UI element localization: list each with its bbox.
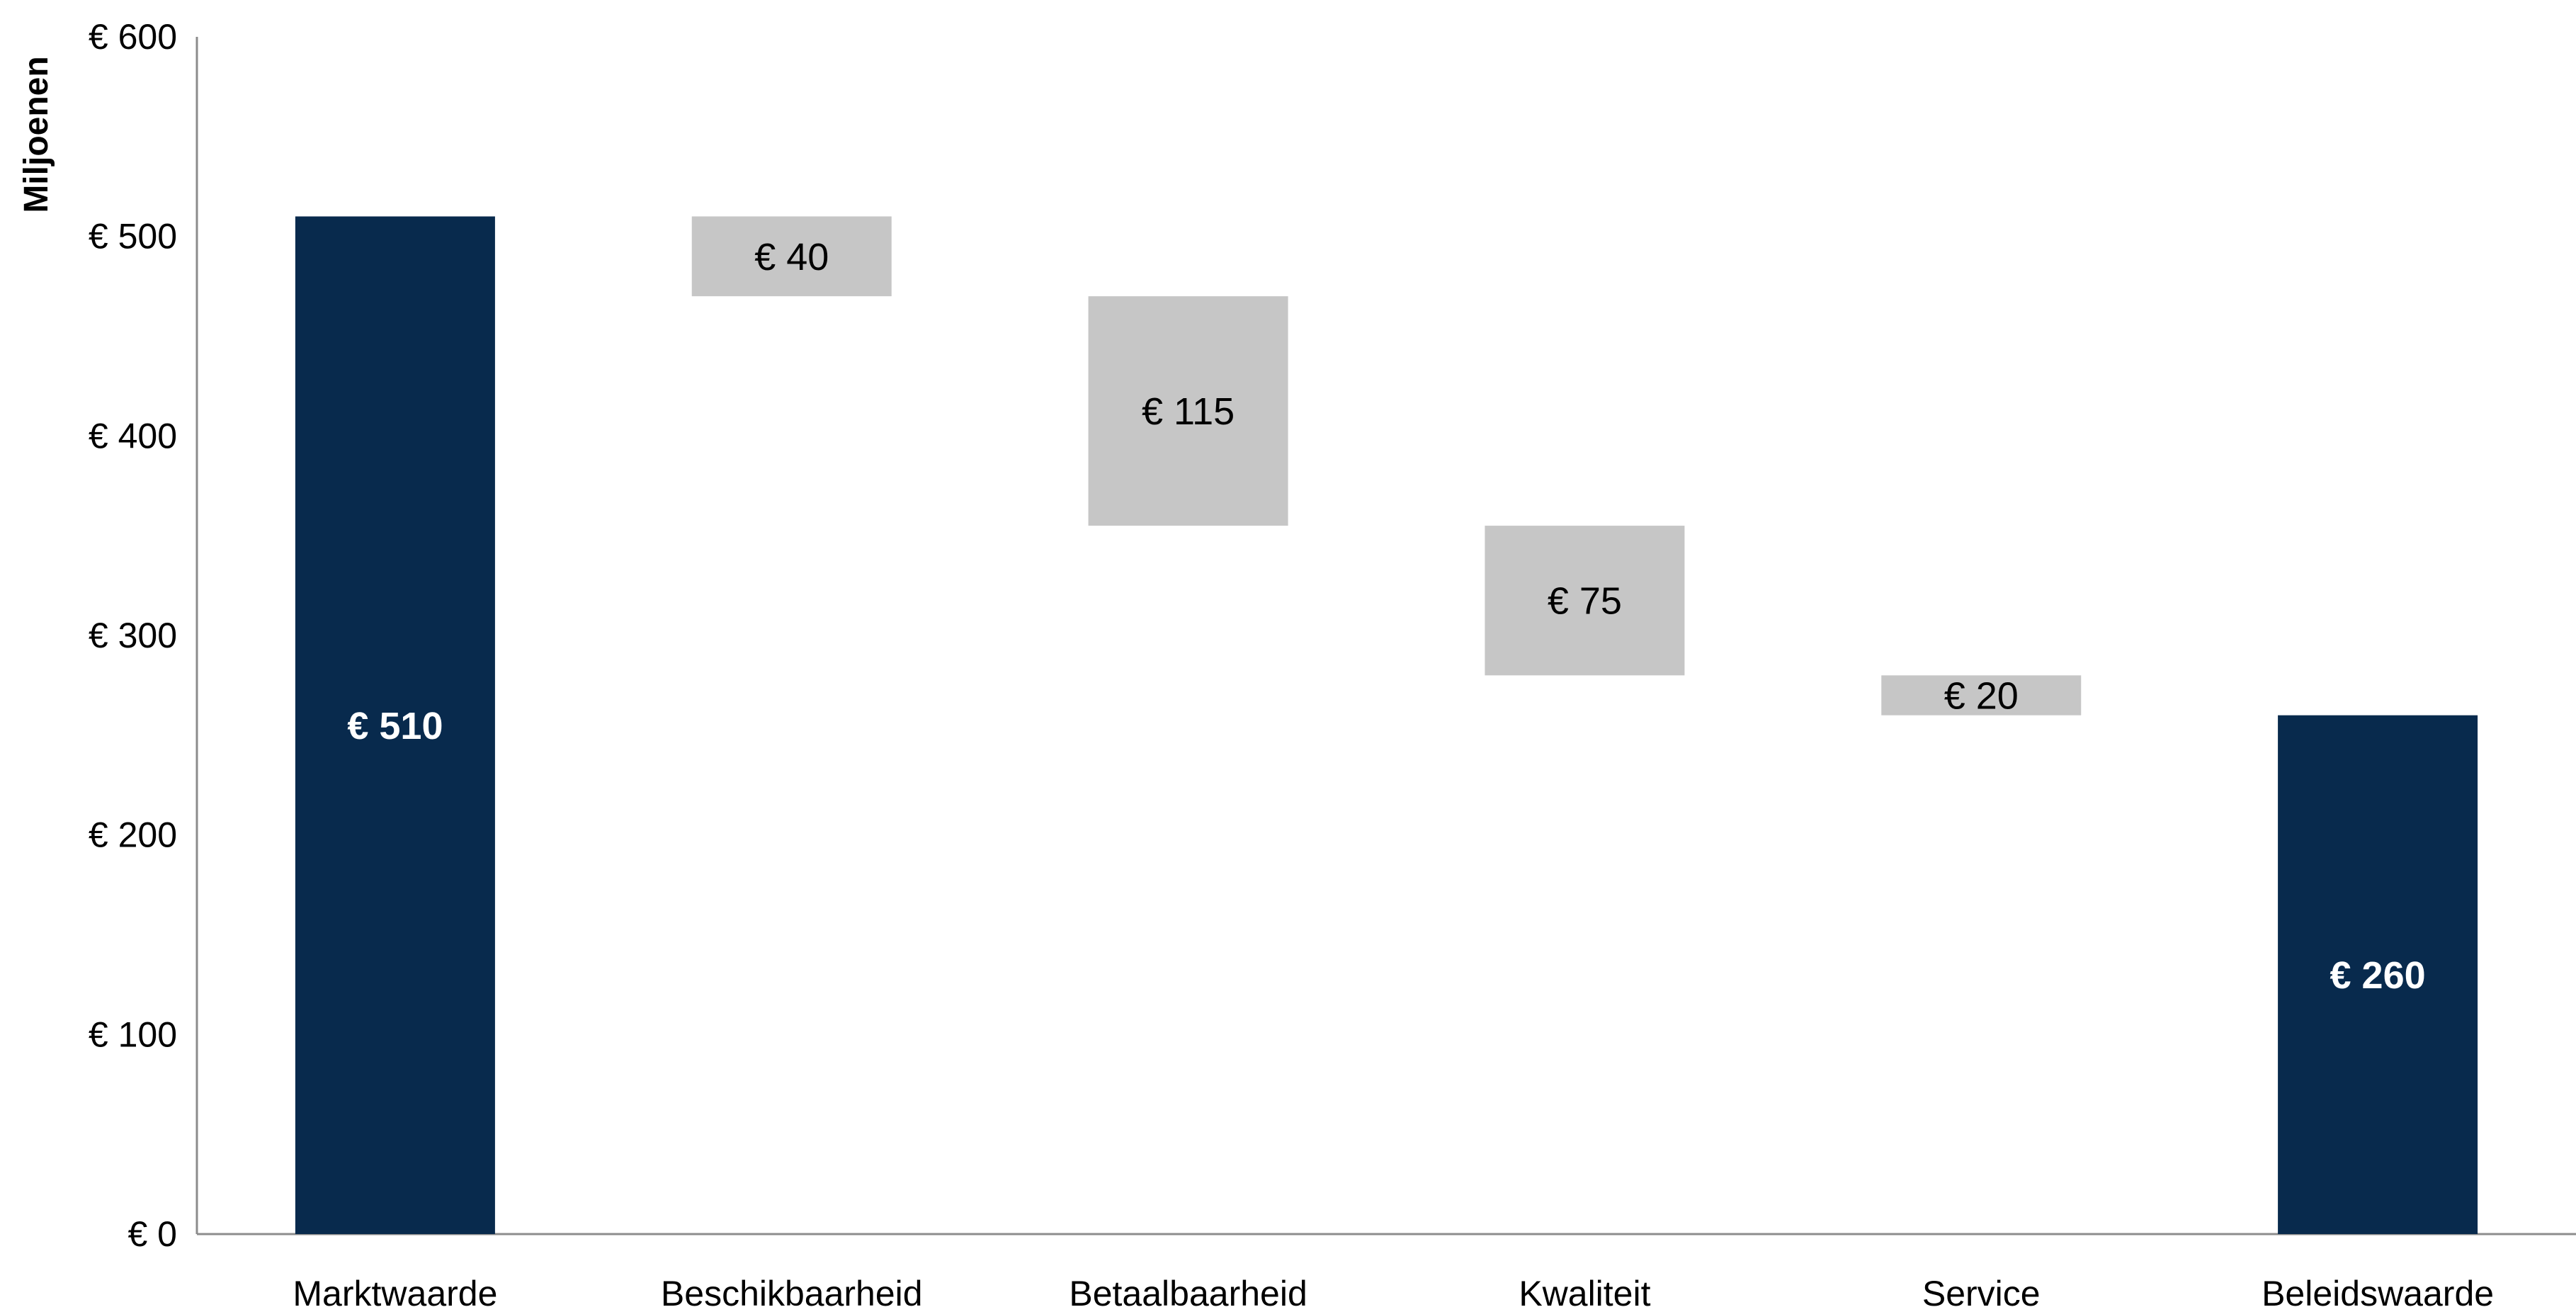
data-label: € 20 <box>1944 675 2019 718</box>
bar-service <box>1881 675 2082 716</box>
bars <box>295 216 2478 1234</box>
x-axis: Marktwaarde Beschikbaarheid Betaalbaarheid… <box>197 1233 2576 1312</box>
bar-kwaliteit <box>1485 526 1685 676</box>
y-tick-label: € 100 <box>89 1014 177 1054</box>
x-tick-label: Beleidswaarde <box>2262 1274 2494 1312</box>
data-label: € 75 <box>1548 580 1622 623</box>
y-axis: € 0 € 100 € 200 € 300 € 400 € 500 € 600 <box>89 17 198 1254</box>
data-label: € 40 <box>754 236 829 278</box>
x-tick-label: Kwaliteit <box>1519 1274 1650 1312</box>
x-tick-label: Marktwaarde <box>293 1274 497 1312</box>
y-tick-label: € 400 <box>89 416 177 456</box>
data-label: € 115 <box>1142 390 1235 433</box>
data-label: € 260 <box>2330 954 2426 997</box>
x-tick-label: Betaalbaarheid <box>1069 1274 1307 1312</box>
y-tick-label: € 300 <box>89 616 177 655</box>
y-tick-label: € 0 <box>127 1214 177 1254</box>
x-tick-label: Beschikbaarheid <box>661 1274 923 1312</box>
bar-beschikbaarheid <box>691 216 892 297</box>
y-axis-title: Miljoenen <box>18 56 55 213</box>
y-tick-label: € 200 <box>89 815 177 855</box>
x-tick-label: Service <box>1922 1274 2041 1312</box>
data-label: € 510 <box>347 705 443 747</box>
y-tick-label: € 600 <box>89 17 177 57</box>
bar-marktwaarde <box>295 216 495 1234</box>
data-labels: € 510 € 40 € 115 € 75 € 20 € 260 <box>347 236 2425 997</box>
bar-beleidswaarde <box>2278 715 2478 1234</box>
y-tick-label: € 500 <box>89 217 177 256</box>
bar-betaalbaarheid <box>1088 296 1288 526</box>
